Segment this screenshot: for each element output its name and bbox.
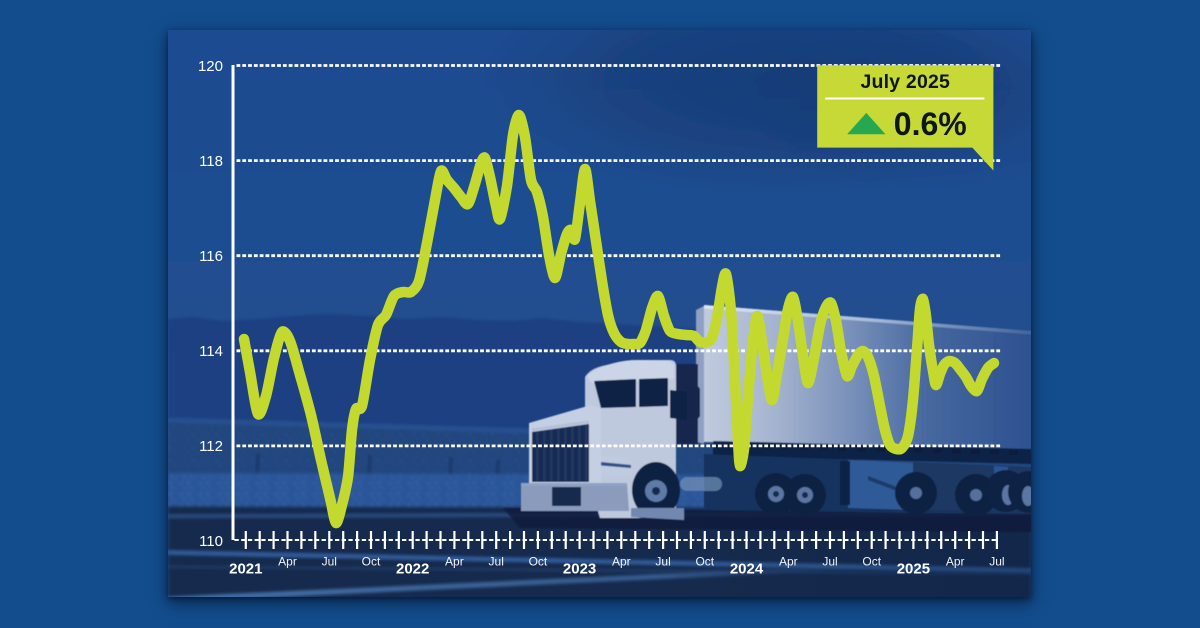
svg-text:Oct: Oct bbox=[529, 555, 548, 569]
svg-text:2021: 2021 bbox=[229, 561, 262, 578]
svg-text:Oct: Oct bbox=[862, 555, 881, 569]
svg-text:Jul: Jul bbox=[322, 555, 337, 569]
svg-text:114: 114 bbox=[199, 343, 223, 360]
svg-text:Jul: Jul bbox=[489, 555, 504, 569]
svg-text:Apr: Apr bbox=[779, 555, 798, 569]
svg-text:2023: 2023 bbox=[563, 561, 596, 578]
svg-text:July 2025: July 2025 bbox=[860, 71, 950, 93]
svg-text:Apr: Apr bbox=[612, 555, 631, 569]
svg-text:112: 112 bbox=[199, 438, 223, 455]
svg-text:Oct: Oct bbox=[362, 555, 381, 569]
svg-text:116: 116 bbox=[199, 248, 223, 265]
svg-text:110: 110 bbox=[199, 533, 223, 550]
svg-text:Oct: Oct bbox=[695, 555, 714, 569]
svg-text:Apr: Apr bbox=[278, 555, 297, 569]
svg-text:Apr: Apr bbox=[946, 555, 965, 569]
svg-text:Apr: Apr bbox=[445, 555, 464, 569]
svg-text:120: 120 bbox=[198, 58, 223, 75]
svg-text:2022: 2022 bbox=[396, 561, 429, 578]
svg-text:118: 118 bbox=[199, 153, 223, 170]
svg-text:0.6%: 0.6% bbox=[894, 106, 967, 142]
svg-text:Jul: Jul bbox=[655, 555, 670, 569]
svg-text:Jul: Jul bbox=[989, 555, 1004, 569]
svg-text:Jul: Jul bbox=[822, 555, 837, 569]
svg-text:2025: 2025 bbox=[897, 561, 930, 578]
svg-text:2024: 2024 bbox=[730, 561, 764, 578]
